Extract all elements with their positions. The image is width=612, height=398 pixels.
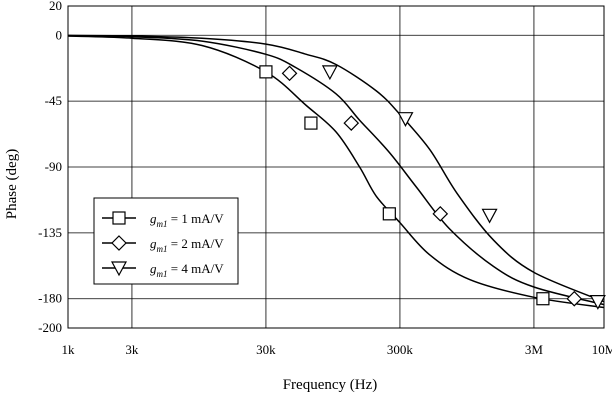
series-3-marker xyxy=(481,208,498,224)
series-2-marker xyxy=(566,290,583,307)
legend-marker-2 xyxy=(111,235,127,251)
series-lines xyxy=(67,34,605,309)
series-line-3 xyxy=(67,34,605,303)
series-2-marker xyxy=(432,205,449,222)
y-tick-label: -180 xyxy=(38,291,62,306)
legend-marker-1 xyxy=(112,211,126,225)
series-line-2 xyxy=(67,34,605,306)
legend-label-1: gm1 = 1 mA/V xyxy=(150,211,224,229)
plot-frame xyxy=(67,5,605,329)
y-tick-label: -200 xyxy=(38,320,62,335)
series-3-marker xyxy=(397,112,414,127)
series-2-marker xyxy=(343,115,360,131)
x-tick-label: 300k xyxy=(387,342,414,357)
y-axis-label: Phase (deg) xyxy=(4,149,20,219)
series-markers xyxy=(259,65,606,310)
legend: gm1 = 1 mA/V gm1 = 2 mA/V gm1 = 4 mA/V xyxy=(93,197,239,285)
legend-label-3: gm1 = 4 mA/V xyxy=(150,261,224,279)
x-tick-label: 3k xyxy=(125,342,139,357)
y-tick-label: -45 xyxy=(45,93,62,108)
series-1-marker xyxy=(536,292,550,306)
legend-label-2: gm1 = 2 mA/V xyxy=(150,236,224,254)
series-3-marker xyxy=(589,295,606,310)
y-tick-label: 20 xyxy=(49,0,62,13)
x-tick-label: 10M xyxy=(592,342,612,357)
x-axis-label: Frequency (Hz) xyxy=(283,377,378,393)
series-1-marker xyxy=(382,207,396,221)
x-tick-label: 3M xyxy=(525,342,544,357)
series-3-marker xyxy=(321,65,338,81)
y-tick-label: 0 xyxy=(56,27,63,42)
legend-marker-3 xyxy=(110,261,128,277)
series-1-marker xyxy=(259,65,273,79)
series-1-marker xyxy=(304,116,318,130)
series-2-marker xyxy=(281,65,298,82)
y-tick-label: -90 xyxy=(45,159,62,174)
x-tick-label: 30k xyxy=(256,342,276,357)
series-line-1 xyxy=(67,35,605,309)
x-tick-label: 1k xyxy=(62,342,76,357)
y-tick-label: -135 xyxy=(38,225,62,240)
